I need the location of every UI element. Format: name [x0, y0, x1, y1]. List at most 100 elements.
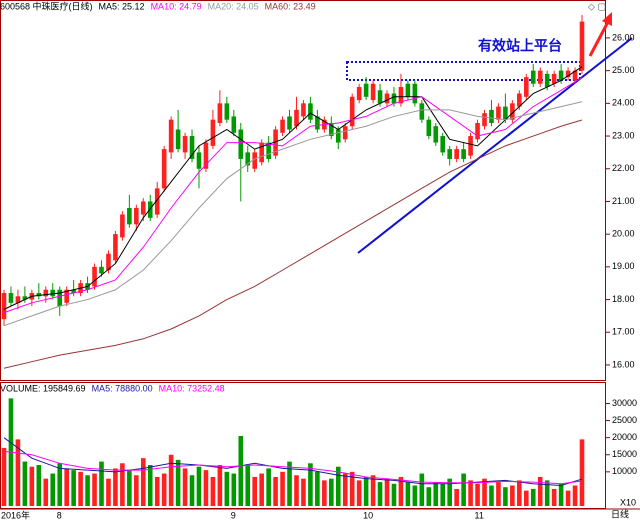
candle-body	[22, 296, 28, 300]
legend-entry: MA60: 23.49	[265, 1, 316, 11]
y-tick-label: 17.00	[612, 327, 635, 337]
candle-body	[510, 103, 515, 120]
candle-body	[572, 70, 578, 81]
volume-ma-line	[3, 437, 583, 487]
volume-bar	[551, 488, 557, 506]
y2-tick-label: 15000	[612, 449, 637, 459]
legend-entry: MA10: 24.79	[151, 1, 202, 11]
y-tick-label: 26.00	[612, 32, 635, 42]
candle-body	[182, 136, 188, 153]
volume-bar	[287, 461, 292, 506]
candle-body	[405, 83, 411, 97]
candle-body	[231, 116, 237, 133]
volume-bar	[50, 473, 56, 506]
volume-bar	[558, 483, 564, 506]
candle-body	[252, 152, 257, 169]
candle-body	[419, 103, 425, 120]
candle-body	[537, 70, 543, 84]
volume-bar	[308, 463, 313, 506]
candle-body	[579, 21, 585, 71]
volume-bar	[134, 475, 139, 506]
y2-tick-label: 20000	[612, 432, 637, 442]
volume-bar	[510, 485, 515, 506]
candle-body	[280, 119, 285, 133]
ma-line	[3, 101, 583, 327]
arrow-head	[602, 12, 612, 26]
volume-bar	[384, 478, 390, 506]
candle-body	[287, 116, 292, 130]
icon[interactable]: ◇ ▢	[588, 1, 606, 11]
volume-bar	[78, 471, 83, 506]
candle-body	[203, 142, 209, 169]
candle-body	[523, 77, 529, 97]
volume-bar	[161, 473, 167, 506]
candle-body	[294, 109, 299, 127]
volume-bar	[99, 461, 104, 506]
volume-bar	[43, 478, 49, 506]
platform-box	[346, 61, 581, 81]
candle-body	[238, 129, 244, 159]
candle-body	[391, 93, 397, 104]
y-tick-label: 22.00	[612, 163, 635, 173]
ma-line	[3, 77, 583, 314]
candle-body	[57, 289, 63, 307]
candle-body	[43, 289, 49, 297]
volume-bar	[342, 473, 348, 506]
volume-bar	[36, 465, 42, 506]
volume-bar	[57, 463, 63, 506]
volume-bar	[322, 480, 327, 506]
candle-body	[349, 96, 355, 127]
y2-tick-label: 25000	[612, 415, 637, 425]
candle-body	[503, 106, 508, 120]
volume-bar	[468, 480, 473, 506]
y-tick-label: 19.00	[612, 261, 635, 271]
candle-body	[335, 129, 341, 143]
candle-body	[196, 152, 202, 169]
candle-body	[342, 126, 348, 140]
candle-body	[308, 103, 313, 120]
candle-body	[259, 142, 264, 163]
volume-bar	[579, 439, 585, 506]
candle-body	[36, 293, 42, 297]
volume-bar	[377, 482, 383, 506]
volume-bar	[196, 466, 202, 506]
volume-bar	[224, 471, 230, 506]
candle-body	[363, 83, 369, 97]
candle-body	[8, 293, 14, 303]
candle-body	[15, 296, 21, 303]
volume-bar	[405, 482, 411, 506]
volume-bar	[15, 439, 21, 506]
volume-bar	[189, 475, 195, 506]
volume-bar	[259, 473, 264, 506]
ma-line	[3, 119, 583, 369]
volume-legend-entry: MA10: 73252.48	[159, 383, 225, 393]
period-label: 日线	[611, 508, 629, 519]
price-frame	[0, 0, 606, 381]
y-tick-label: 16.00	[612, 359, 635, 369]
volume-bar	[147, 465, 153, 506]
y-tick-label: 21.00	[612, 196, 635, 206]
volume-bar	[489, 485, 494, 506]
candle-body	[1, 293, 7, 320]
volume-bar	[419, 473, 425, 506]
volume-bar	[329, 478, 334, 506]
volume-bar	[266, 468, 271, 506]
volume-legend-entry: MA5: 78880.00	[92, 383, 153, 393]
candle-body	[217, 103, 223, 123]
candle-body	[301, 103, 306, 117]
arrow-shaft	[588, 19, 611, 57]
volume-bar	[22, 461, 28, 506]
candle-body	[433, 126, 439, 143]
candle-body	[468, 136, 473, 156]
candle-body	[356, 86, 362, 101]
candle-body	[245, 152, 251, 166]
candle-body	[454, 149, 459, 159]
candle-body	[426, 119, 432, 137]
candle-body	[120, 214, 125, 238]
candle-body	[530, 70, 536, 84]
volume-bar	[238, 435, 244, 506]
candle-body	[384, 93, 390, 104]
